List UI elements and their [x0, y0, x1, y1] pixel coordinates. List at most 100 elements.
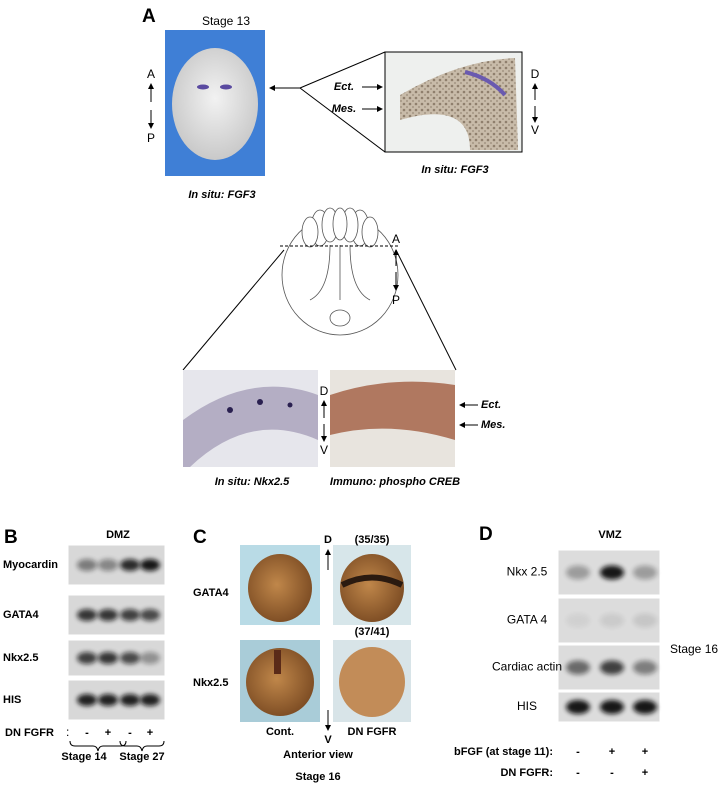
band [633, 613, 657, 628]
band [600, 660, 624, 675]
row-label: Nkx 2.5 [507, 565, 548, 579]
caption: In situ: FGF3 [188, 189, 255, 201]
band [633, 565, 657, 580]
treatment-label: bFGF (at stage 11): [454, 746, 553, 758]
band [77, 559, 97, 571]
colon: : [66, 725, 69, 739]
sign: - [576, 767, 580, 779]
layer-label: Ect. [481, 399, 501, 411]
row-label: Myocardin [3, 559, 58, 571]
caption: In situ: FGF3 [421, 164, 488, 176]
row-label: GATA4 [3, 609, 40, 621]
bracket [69, 740, 127, 752]
layer-label: Ect. [334, 81, 354, 93]
row-label: HIS [3, 694, 21, 706]
band [140, 559, 160, 571]
axis-label: P [147, 131, 155, 145]
tissue [183, 386, 318, 467]
band [98, 694, 118, 706]
western-blot: Myocardin GATA4 Nkx2.5 HIS [3, 544, 166, 721]
stage-label: Stage 13 [202, 14, 250, 28]
zoom-line [299, 87, 386, 153]
stain [464, 70, 507, 97]
panel-label: B [4, 527, 18, 548]
tissue [330, 381, 455, 440]
band [566, 660, 590, 675]
treatment-label: DN FGFR: [500, 767, 553, 779]
axis-label: V [320, 443, 328, 457]
band [566, 700, 590, 714]
sign: - [576, 746, 580, 758]
sign: + [105, 727, 111, 739]
treatment-label: DN FGFR [5, 727, 54, 739]
column-label: Cont. [266, 726, 294, 738]
axis-label: P [392, 293, 400, 307]
row-label: HIS [517, 699, 537, 713]
axis-label: D [324, 534, 332, 546]
band [98, 652, 118, 664]
panel-label: D [479, 524, 493, 545]
band [120, 559, 140, 571]
stage-label: Stage 27 [119, 751, 164, 763]
axis-label: D [531, 67, 540, 81]
bracket [119, 740, 165, 752]
blot-title: VMZ [598, 529, 622, 541]
band [120, 694, 140, 706]
caption: Immuno: phospho CREB [330, 476, 460, 488]
stage-label: Stage 16 [295, 771, 340, 783]
band [120, 609, 140, 621]
band [633, 700, 657, 714]
axis-label: V [531, 123, 539, 137]
zoom-line [182, 249, 285, 371]
row-label: GATA4 [193, 587, 230, 599]
sign: + [609, 746, 615, 758]
embryo-photos [240, 545, 411, 722]
band [98, 609, 118, 621]
caption: In situ: Nkx2.5 [215, 476, 290, 488]
sign: - [128, 727, 132, 739]
layer-label: Mes. [481, 419, 505, 431]
band [77, 652, 97, 664]
view-label: Anterior view [283, 749, 353, 761]
zoom-line [395, 249, 457, 371]
band [566, 565, 590, 580]
axis-label: D [320, 384, 329, 398]
row-label: Nkx2.5 [193, 677, 228, 689]
band [77, 694, 97, 706]
embryo-drawing [281, 207, 399, 336]
axis-label: A [392, 232, 400, 246]
stain [197, 84, 209, 90]
count: (35/35) [355, 534, 390, 546]
row-label: GATA 4 [507, 613, 548, 627]
count: (37/41) [355, 626, 390, 638]
zoom-line [299, 51, 386, 89]
band [140, 652, 160, 664]
sign: + [642, 767, 648, 779]
sign: + [147, 727, 153, 739]
sign: - [610, 767, 614, 779]
panel-label: A [142, 6, 156, 27]
row-label: Cardiac actin [492, 660, 562, 674]
western-blot: Nkx 2.5 GATA 4 Cardiac actin HIS [492, 549, 661, 723]
layer-label: Mes. [332, 103, 356, 115]
embryo [172, 48, 258, 160]
band [600, 700, 624, 714]
band [600, 565, 624, 580]
band [140, 609, 160, 621]
band [633, 660, 657, 675]
axis-label: A [147, 67, 155, 81]
stage-label: Stage 14 [61, 751, 107, 763]
column-label: DN FGFR [348, 726, 397, 738]
sign: - [85, 727, 89, 739]
band [120, 652, 140, 664]
stain [220, 84, 232, 90]
band [566, 613, 590, 628]
band [77, 609, 97, 621]
blot-title: DMZ [106, 529, 130, 541]
stage-label: Stage 16 [670, 642, 718, 656]
band [600, 613, 624, 628]
row-label: Nkx2.5 [3, 652, 38, 664]
band [98, 559, 118, 571]
band [140, 694, 160, 706]
